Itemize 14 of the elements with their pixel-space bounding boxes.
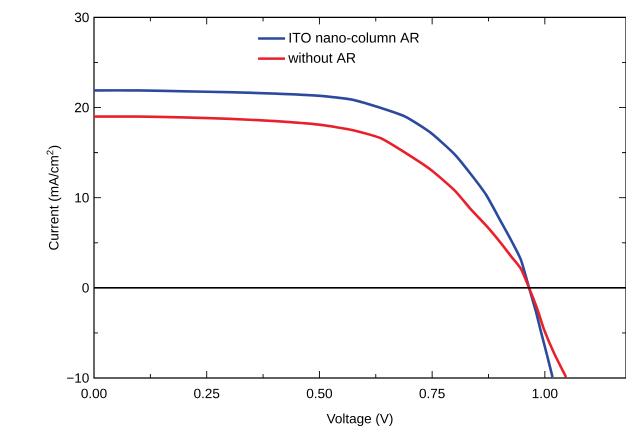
x-axis-title: Voltage (V)	[326, 413, 393, 426]
y-tick-label: 30	[74, 12, 89, 22]
y-tick-label: 0	[82, 283, 89, 293]
y-tick-label: −10	[67, 373, 89, 383]
y-axis-title: Current (mA/cm$^{2}$)	[46, 146, 62, 250]
legend-label: without AR	[288, 52, 356, 63]
x-tick-label: 0.00	[81, 388, 107, 398]
x-tick-label: 0.50	[306, 388, 332, 398]
x-tick-label: 0.25	[194, 388, 220, 398]
y-tick-label: 20	[74, 102, 89, 112]
x-tick-label: 1.00	[532, 388, 558, 398]
y-tick-label: 10	[75, 192, 89, 202]
legend-label: ITO nano-column AR	[290, 32, 419, 43]
x-tick-label: 0.75	[420, 388, 445, 398]
